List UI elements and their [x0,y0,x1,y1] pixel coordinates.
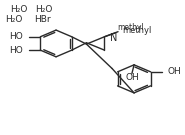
Text: HO: HO [9,46,23,55]
Text: N: N [110,33,117,43]
Text: OH: OH [167,67,181,76]
Text: methyl: methyl [117,23,144,32]
Text: H₂O: H₂O [10,5,28,14]
Text: OH: OH [125,73,139,82]
Text: methyl: methyl [123,26,152,35]
Text: HO: HO [9,32,23,41]
Text: H₂O: H₂O [6,15,23,24]
Text: H₂O: H₂O [36,5,53,14]
Text: HBr: HBr [34,15,51,24]
